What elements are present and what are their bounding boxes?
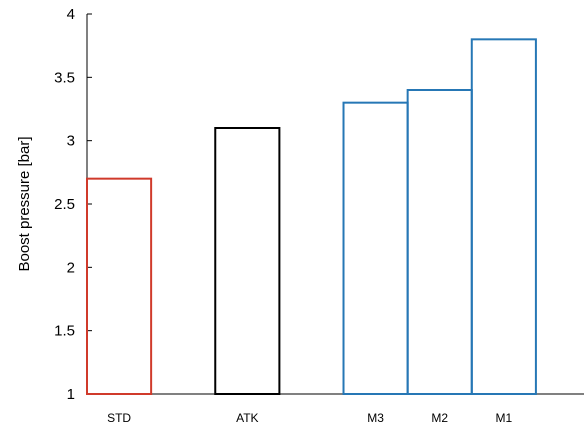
x-ticks: STD ATK M3 M2 M1: [107, 411, 512, 425]
x-tick-label: M2: [431, 411, 448, 425]
y-tick-label: 2.5: [54, 196, 75, 213]
y-tick-label: 4: [67, 6, 75, 23]
bar-m3: [342, 101, 409, 396]
x-tick-label: M3: [367, 411, 384, 425]
bar-m2: [406, 89, 473, 395]
bar-atk: [214, 127, 281, 395]
y-tick-label: 1.5: [54, 323, 75, 340]
bar-m1: [470, 38, 537, 395]
y-tick-label: 3: [67, 133, 75, 150]
bars: [86, 38, 537, 396]
bar-std: [86, 177, 153, 395]
y-tick-label: 1: [67, 386, 75, 403]
y-tick-label: 3.5: [54, 69, 75, 86]
y-ticks: 1 1.5 2 2.5 3 3.5 4: [54, 6, 92, 403]
y-tick-label: 2: [67, 259, 75, 276]
x-tick-label: ATK: [236, 411, 258, 425]
y-axis-label: Boost pressure [bar]: [16, 136, 33, 271]
x-tick-label: STD: [107, 411, 131, 425]
x-tick-label: M1: [496, 411, 513, 425]
axes: [86, 14, 584, 395]
